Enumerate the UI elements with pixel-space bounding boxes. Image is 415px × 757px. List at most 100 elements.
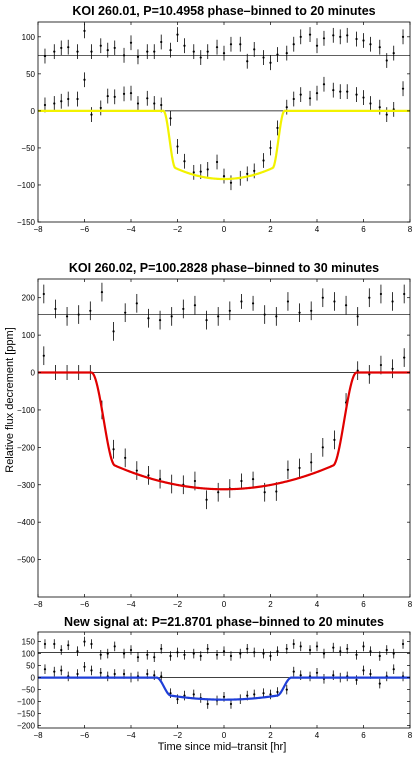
unbinned-data-point [246,60,249,63]
unbinned-data-point [403,292,406,296]
binned-data-point [183,694,186,697]
binned-data-point [401,87,405,90]
binned-data-point [99,106,102,110]
x-tick-label: 8 [408,600,413,609]
unbinned-data-point [321,296,324,299]
y-tick-label: 200 [22,294,36,303]
binned-data-point [262,692,265,695]
x-tick-label: 6 [361,600,366,609]
binned-data-point [113,672,116,676]
binned-data-point [99,671,102,674]
unbinned-data-point [269,654,272,658]
binned-data-point [42,354,45,357]
x-tick-label: 2 [268,225,273,234]
x-tick-label: 0 [222,600,227,609]
binned-data-point [169,117,172,120]
binned-data-point [299,93,302,96]
unbinned-data-point [42,292,45,296]
y-tick-label: −50 [21,144,35,153]
binned-data-point [379,363,383,367]
x-tick-label: 2 [268,600,273,609]
unbinned-data-point [100,290,104,294]
unbinned-data-point [369,650,372,653]
unbinned-data-point [54,307,57,311]
x-tick-label: −2 [173,600,183,609]
unbinned-data-point [251,302,255,305]
unbinned-data-point [99,44,102,47]
binned-data-point [146,672,149,676]
unbinned-data-point [90,50,93,53]
binned-data-point [122,672,126,676]
y-tick-label: 0 [31,369,36,378]
unbinned-data-point [253,651,256,654]
unbinned-data-point [379,292,383,296]
binned-data-point [90,113,93,116]
unbinned-data-point [392,52,395,55]
x-tick-label: −8 [33,225,43,234]
binned-data-point [147,474,150,477]
chart-panel-1: KOI 260.01, P=10.4958 phase–binned to 20… [17,4,413,234]
unbinned-data-point [262,652,265,655]
binned-data-point [229,702,233,706]
x-axis-label: Time since mid–transit [hr] [158,741,287,753]
unbinned-data-point [292,642,295,646]
y-tick-label: −200 [17,443,36,452]
unbinned-data-point [136,55,140,58]
unbinned-data-point [378,654,381,658]
binned-data-point [285,106,288,109]
unbinned-data-point [192,50,195,53]
unbinned-data-point [113,645,116,648]
y-tick-label: −500 [17,556,36,565]
binned-data-point [176,145,179,148]
binned-data-point [246,172,249,175]
binned-data-point [192,693,195,696]
binned-data-point [106,94,109,98]
unbinned-data-point [333,300,336,303]
unbinned-data-point [77,313,80,316]
unbinned-data-point [129,648,133,652]
binned-data-point [122,92,126,95]
unbinned-data-point [339,650,342,653]
x-tick-label: 0 [222,225,227,234]
unbinned-data-point [183,44,186,47]
unbinned-data-point [310,309,313,312]
unbinned-data-point [53,50,56,53]
unbinned-data-point [160,647,163,650]
unbinned-data-point [362,39,365,42]
x-tick-label: −6 [80,225,90,234]
binned-data-point [43,668,47,671]
unbinned-data-point [90,642,93,646]
x-tick-label: 8 [408,225,413,234]
unbinned-data-point [356,315,359,318]
unbinned-data-point [239,652,242,655]
unbinned-data-point [308,33,312,36]
unbinned-data-point [129,41,133,44]
chart-panel-2: KOI 260.02, P=100.2828 phase–binned to 3… [17,261,413,609]
unbinned-data-point [169,654,172,658]
binned-data-point [276,690,279,694]
binned-data-point [112,448,115,451]
unbinned-data-point [199,56,202,59]
binned-data-point [53,670,56,673]
binned-data-point [206,702,209,706]
y-axis-label: Relative flux decrement [ppm] [4,327,16,473]
unbinned-data-point [246,647,249,650]
unbinned-data-point [83,640,86,643]
unbinned-data-point [122,54,126,57]
y-tick-label: −100 [17,698,36,707]
unbinned-data-point [176,651,179,654]
binned-data-point [275,490,278,493]
binned-data-point [240,479,243,483]
unbinned-data-point [146,50,149,53]
unbinned-data-point [368,296,371,299]
unbinned-data-point [286,300,290,303]
binned-data-point [205,498,208,501]
y-tick-label: −150 [17,710,36,719]
unbinned-data-point [292,43,295,46]
unbinned-data-point [332,646,335,649]
unbinned-data-point [385,648,388,652]
y-tick-label: 50 [26,70,35,79]
binned-data-point [215,160,219,164]
y-tick-label: −100 [17,406,36,415]
binned-data-point [222,174,226,178]
